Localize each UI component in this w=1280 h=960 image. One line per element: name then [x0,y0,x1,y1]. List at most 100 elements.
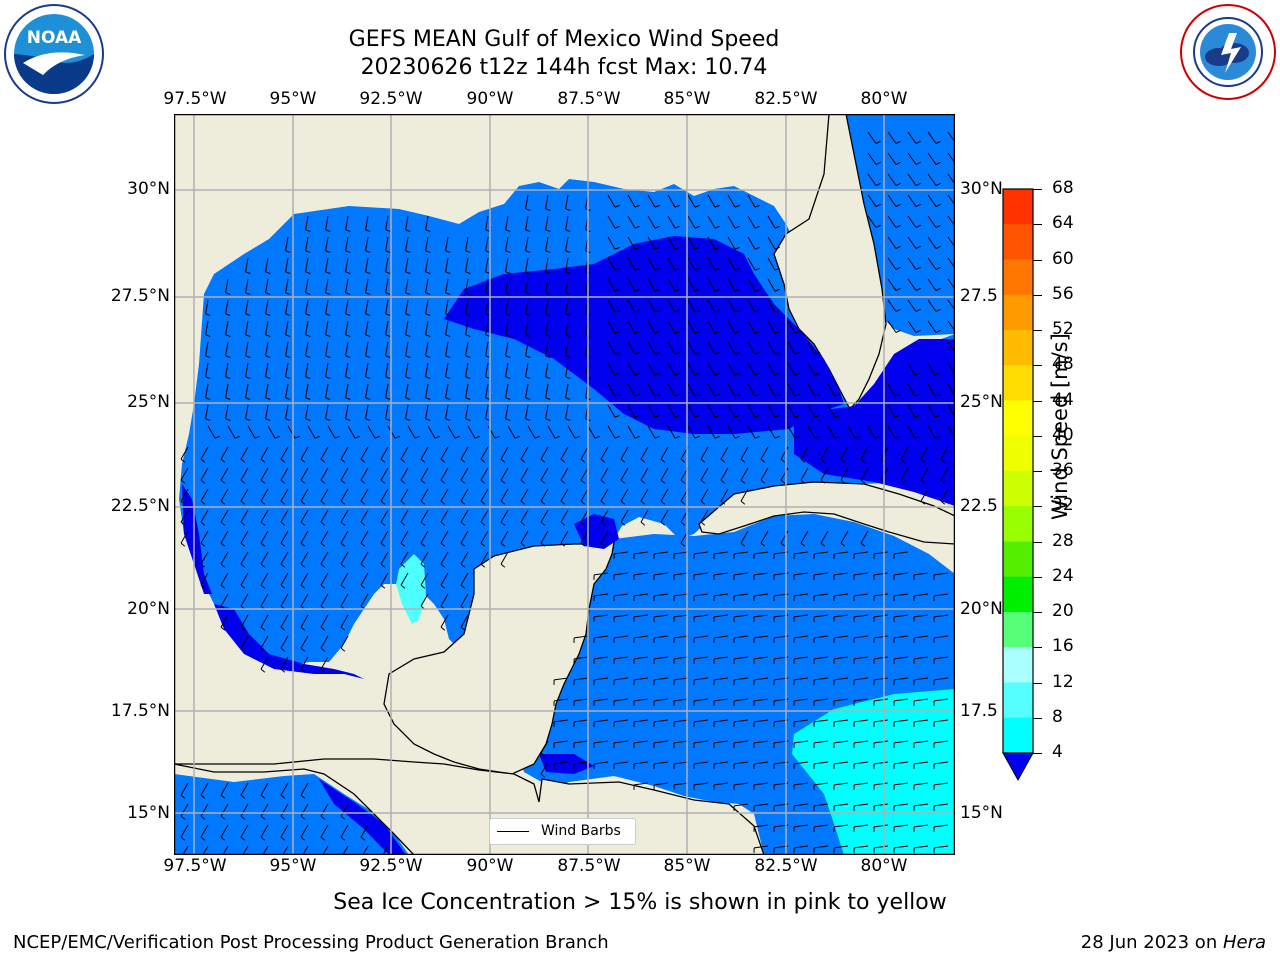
wind-barb [914,572,929,576]
wind-barb [565,383,569,398]
wind-barb-flag [305,397,311,400]
wind-barb [914,677,929,681]
wind-barb-flag [200,584,206,589]
wind-barb-flag [425,397,431,400]
wind-barb-flag [505,418,511,421]
wind-barb [647,278,656,292]
wind-barb-flag [320,563,326,568]
wind-barb [565,341,569,356]
wind-barb [840,530,849,544]
wind-barb-flag [245,355,251,358]
wind-barb [734,551,749,555]
wind-barb [460,467,469,481]
wind-barb-flag [425,334,431,337]
wind-barb [225,383,229,398]
wind-barb-flag [260,521,266,526]
wind-barb [914,656,929,660]
wind-barb-flag [445,397,451,400]
wind-barb-flag [920,458,926,463]
wind-barb [674,656,689,660]
wind-barb-flag [274,435,280,439]
wind-barb-flag [340,647,346,652]
wind-barb-flag [500,500,506,505]
wind-barb-flag [614,309,620,313]
wind-barb [667,278,676,292]
wind-barb [465,257,469,272]
wind-barb-flag [680,479,686,484]
wind-barb [874,614,889,618]
wind-barb [240,488,249,502]
wind-barb [545,383,549,398]
wind-barb-flag [574,435,580,439]
wind-barb-flag [380,542,386,547]
wind-barb [934,614,949,618]
wind-barb [707,194,716,208]
wind-barb [527,425,536,439]
wind-barb [200,467,209,481]
wind-barb [807,404,816,418]
wind-barb-flag [565,397,571,400]
wind-barb [787,425,796,439]
wind-barb-flag [640,521,646,526]
colorbar-tick-label: 4 [1052,742,1063,762]
wind-barb [647,341,656,355]
wind-barb [660,446,669,460]
colorbar-segment [1003,435,1033,472]
wind-barb-flag [714,267,720,271]
wind-barb-flag [895,329,901,333]
wind-barb [654,782,669,786]
wind-barb-flag [614,435,620,439]
wind-barb [927,215,937,228]
wind-barb-flag [414,435,420,439]
wind-barb [927,383,936,397]
wind-barb-flag [894,414,900,418]
wind-barb-flag [365,376,371,379]
wind-barb-flag [440,542,446,547]
wind-barb-flag [200,563,206,568]
wind-barb [914,803,929,807]
wind-barb [180,446,189,460]
wind-barb [694,656,709,660]
wind-barb-flag [320,668,326,673]
wind-barb-flag [314,435,320,439]
wind-barb-flag [754,393,760,397]
wind-barb [260,824,269,838]
wind-barb [200,824,209,838]
wind-barb [867,215,877,228]
wind-barb-flag [754,267,760,271]
wind-barb-flag [860,479,866,484]
wind-barb [445,362,449,377]
wind-barb [794,845,809,849]
wind-barb-flag [654,372,660,376]
wind-barb-flag [365,418,371,421]
wind-barb [240,803,249,817]
wind-barb [714,740,729,744]
wind-barb [734,656,749,660]
wind-barb-flag [320,626,326,631]
wind-barb [747,341,756,355]
wind-barb [385,341,389,356]
wind-barb [707,404,716,418]
wind-barb-flag [465,418,471,421]
wind-barb-flag [360,542,366,547]
wind-barb [280,488,289,502]
wind-barb-flag [400,521,406,526]
colorbar-tick-mark [1033,189,1042,190]
wind-barb [445,257,449,272]
wind-barb-flag [895,287,901,291]
wind-barb [425,320,429,335]
wind-barb-flag [460,521,466,526]
wind-barb [445,236,449,251]
wind-barb-flag [634,393,640,397]
wind-barb [747,320,756,334]
wind-barb-flag [505,397,511,400]
wind-barb [594,656,609,660]
wind-barb [245,383,249,398]
wind-barb [627,194,636,208]
colorbar-tick-mark [1033,753,1042,754]
wind-barb [600,488,609,502]
wind-barb [707,278,716,292]
wind-barb-flag [935,329,941,333]
wind-barb [305,257,309,272]
colorbar-segment [1003,259,1033,296]
